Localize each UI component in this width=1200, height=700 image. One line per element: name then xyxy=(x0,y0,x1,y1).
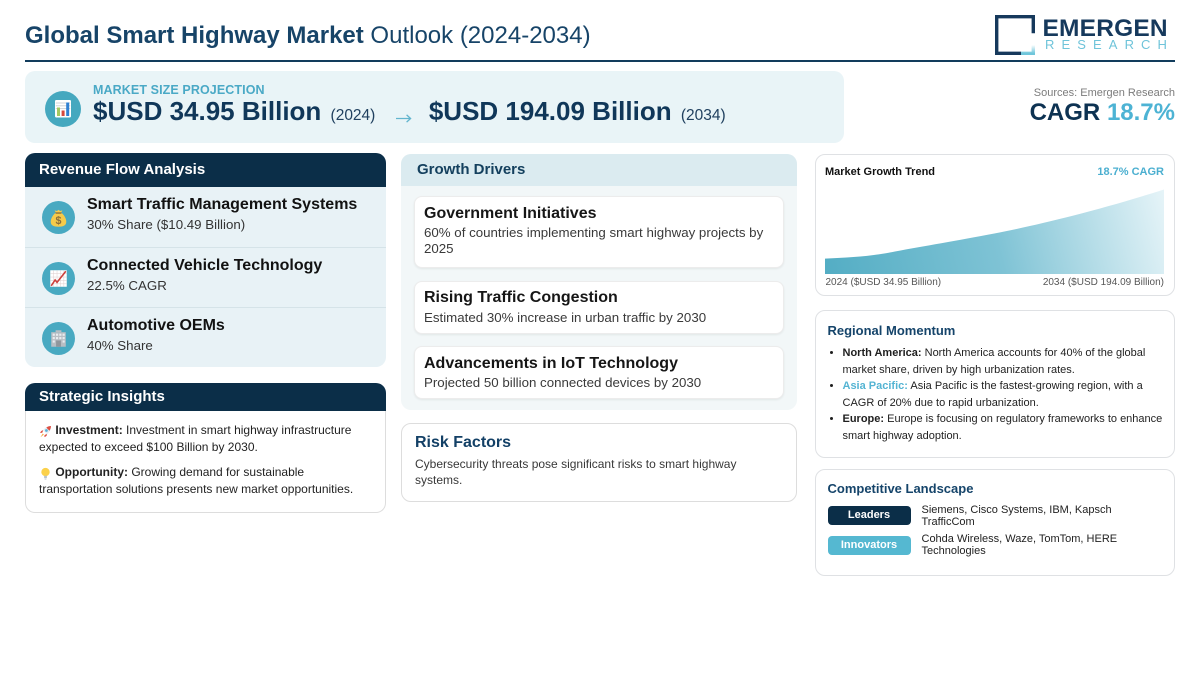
svg-text:$: $ xyxy=(55,215,61,227)
